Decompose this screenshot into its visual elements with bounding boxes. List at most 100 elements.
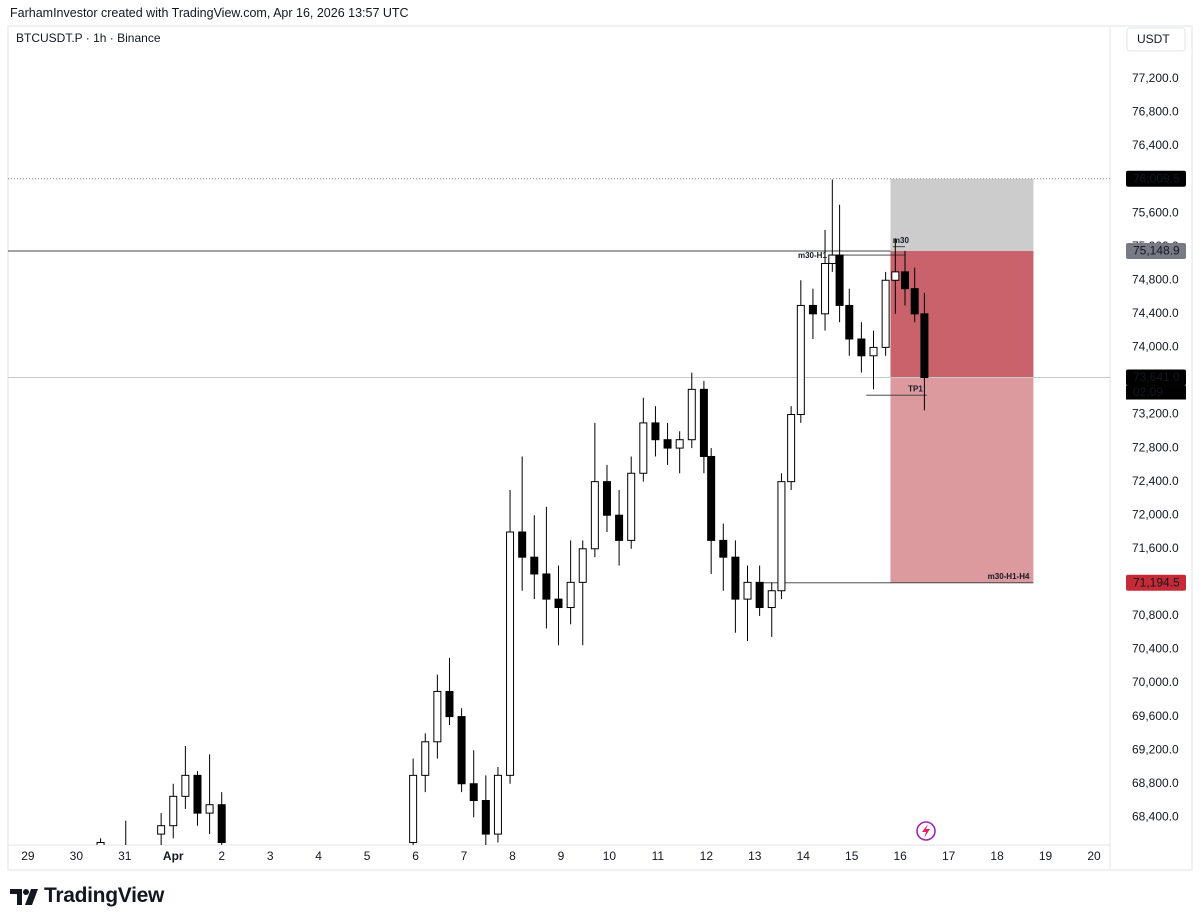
- candle-body: [96, 841, 105, 845]
- candle-body: [530, 556, 539, 575]
- x-tick-label: 19: [1039, 849, 1053, 863]
- annotation-label: m30: [893, 236, 910, 245]
- candle-body: [719, 539, 728, 558]
- alert-icon[interactable]: [916, 821, 936, 841]
- x-tick-label: 18: [990, 849, 1004, 863]
- axes: 68,400.0 68,800.0 69,200.0 69,600.0 70,000.0…: [21, 71, 1186, 863]
- candle-body: [651, 422, 660, 441]
- x-tick-label: 15: [845, 849, 859, 863]
- plot-area: [8, 178, 1110, 845]
- candle-body: [445, 690, 454, 718]
- candle-body: [157, 825, 166, 835]
- candle-body: [808, 304, 817, 315]
- x-tick-label: 29: [21, 849, 35, 863]
- price-tag-label: 76,009.5: [1133, 171, 1180, 185]
- x-tick-label: 6: [412, 849, 419, 863]
- header-text: FarhamInvestor created with TradingView.…: [10, 6, 409, 20]
- candle-body: [169, 795, 178, 827]
- x-tick-label: 3: [267, 849, 274, 863]
- candle-body: [767, 590, 776, 609]
- x-tick-label: 13: [748, 849, 762, 863]
- y-tick-label: 75,600.0: [1132, 205, 1179, 219]
- candle-body: [821, 262, 830, 315]
- y-tick-label: 70,400.0: [1132, 642, 1179, 656]
- candle-body: [707, 455, 716, 541]
- candle-body: [755, 581, 764, 609]
- candle-body: [675, 439, 684, 449]
- candle-body: [193, 774, 202, 814]
- candle-body: [891, 271, 900, 281]
- candle-body: [687, 388, 696, 441]
- x-tick-label: 31: [118, 849, 132, 863]
- candle-body: [731, 556, 740, 600]
- y-tick-label: 76,400.0: [1132, 138, 1179, 152]
- candle-body: [457, 716, 466, 785]
- candle-body: [205, 804, 214, 814]
- price-tag: [1126, 574, 1186, 591]
- candle-body: [481, 800, 490, 835]
- x-tick-label: 20: [1087, 849, 1101, 863]
- x-tick-label: 12: [700, 849, 714, 863]
- y-tick-label: 74,800.0: [1132, 272, 1179, 286]
- x-tick-label: 17: [942, 849, 956, 863]
- y-tick-label: 68,400.0: [1132, 809, 1179, 823]
- candle-body: [901, 271, 910, 290]
- currency-label[interactable]: USDT: [1137, 32, 1170, 46]
- x-tick-label: 30: [70, 849, 84, 863]
- candle-body: [869, 346, 878, 357]
- y-tick-label: 71,600.0: [1132, 541, 1179, 555]
- price-tag-label: 71,194.5: [1133, 575, 1180, 589]
- countdown-tag: [1126, 385, 1186, 400]
- chart: 68,400.0 68,800.0 69,200.0 69,600.0 70,000.0…: [7, 25, 1193, 871]
- candle-body: [409, 774, 418, 843]
- x-tick-label: 9: [558, 849, 565, 863]
- candle-body: [217, 804, 226, 843]
- annotation-label: m30-H1: [798, 251, 827, 260]
- currency-box[interactable]: [1126, 27, 1186, 52]
- candle-body: [777, 481, 786, 592]
- price-tag: [1126, 170, 1186, 187]
- y-tick-label: 76,800.0: [1132, 105, 1179, 119]
- candle-body: [845, 304, 854, 340]
- candle-body: [578, 548, 587, 583]
- candle-body: [857, 338, 866, 357]
- annotation-label: TP1: [908, 384, 923, 393]
- candle-body: [639, 422, 648, 474]
- candle-body: [554, 598, 563, 609]
- candle-body: [566, 581, 575, 609]
- x-tick-label: 5: [364, 849, 371, 863]
- stop-zone: [890, 178, 1034, 251]
- x-tick-label: 16: [893, 849, 907, 863]
- brand: TradingView: [44, 884, 165, 907]
- candle-body: [542, 573, 551, 600]
- candle-body: [181, 774, 190, 797]
- x-tick-label: Apr: [163, 849, 184, 863]
- candle-body: [787, 414, 796, 483]
- candle-body: [881, 279, 890, 348]
- target-zone: [890, 377, 1034, 583]
- y-tick-label: 69,600.0: [1132, 709, 1179, 723]
- symbol-title: BTCUSDT.P · 1h · Binance: [16, 31, 161, 45]
- candle-body: [469, 783, 478, 802]
- candle-body: [663, 439, 672, 449]
- x-tick-label: 10: [603, 849, 617, 863]
- price-tag: [1126, 242, 1186, 259]
- candle-body: [910, 288, 919, 315]
- candle-body: [699, 388, 708, 457]
- x-tick-label: 8: [509, 849, 516, 863]
- x-tick-label: 7: [461, 849, 468, 863]
- x-tick-label: 2: [218, 849, 225, 863]
- tv-logo: [10, 889, 38, 905]
- y-tick-label: 69,200.0: [1132, 742, 1179, 756]
- y-tick-label: 74,000.0: [1132, 340, 1179, 354]
- x-tick-label: 14: [797, 849, 811, 863]
- candle-body: [493, 774, 502, 835]
- annotation-label: m30-H1-H4: [988, 572, 1030, 581]
- price-tag: [1126, 369, 1186, 386]
- y-tick-label: 70,800.0: [1132, 608, 1179, 622]
- y-tick-label: 72,400.0: [1132, 474, 1179, 488]
- y-tick-label: 73,200.0: [1132, 407, 1179, 421]
- candle-body: [506, 531, 515, 776]
- y-tick-label: 68,800.0: [1132, 776, 1179, 790]
